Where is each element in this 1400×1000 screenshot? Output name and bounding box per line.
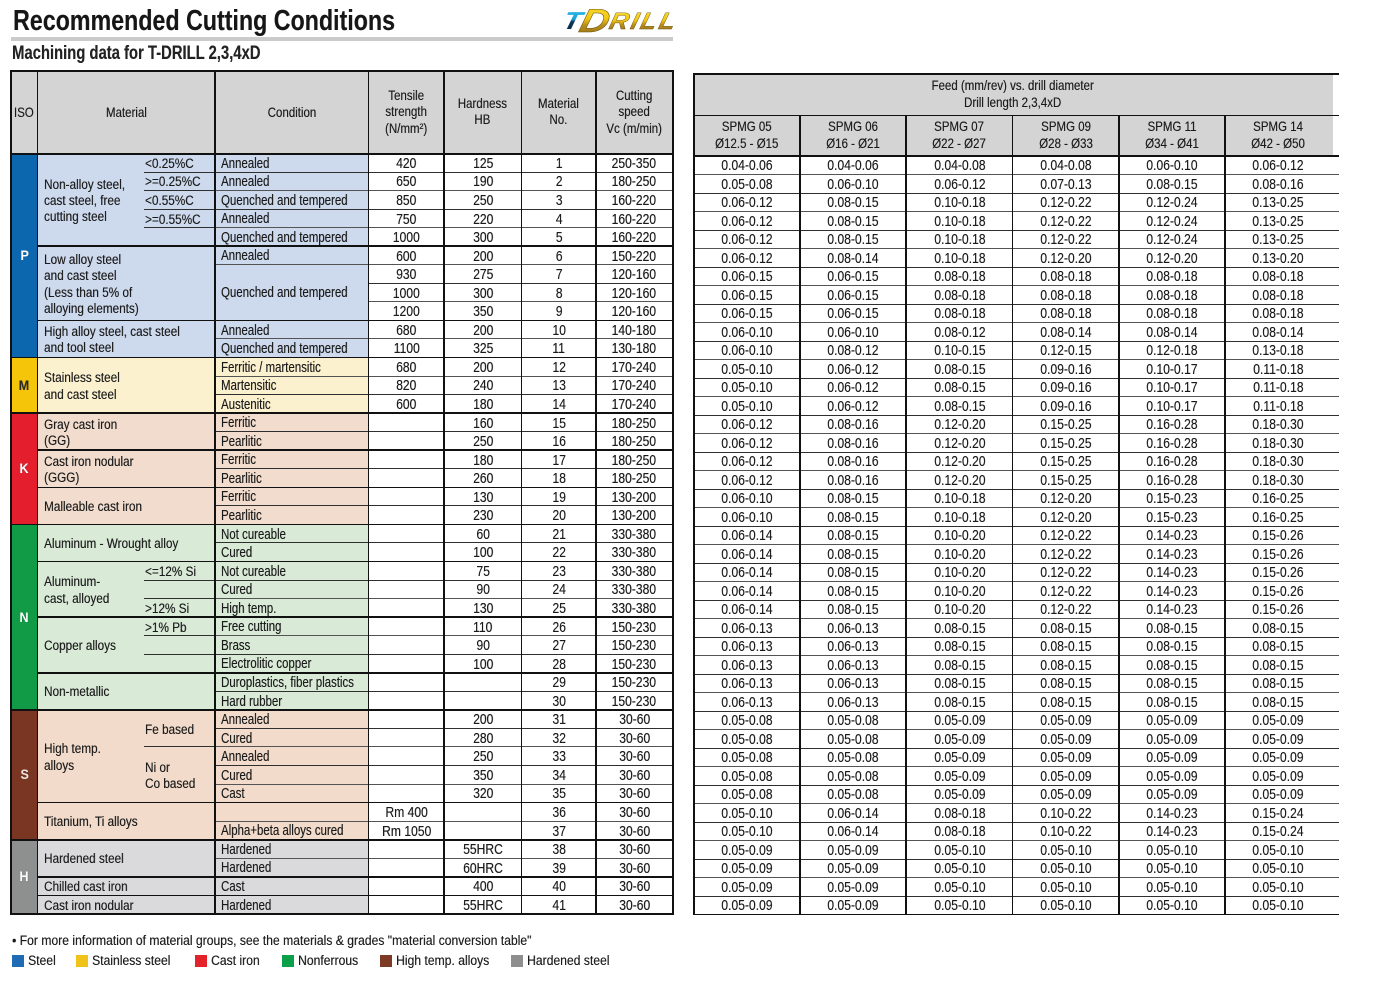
svg-text:RILL: RILL	[607, 9, 681, 35]
